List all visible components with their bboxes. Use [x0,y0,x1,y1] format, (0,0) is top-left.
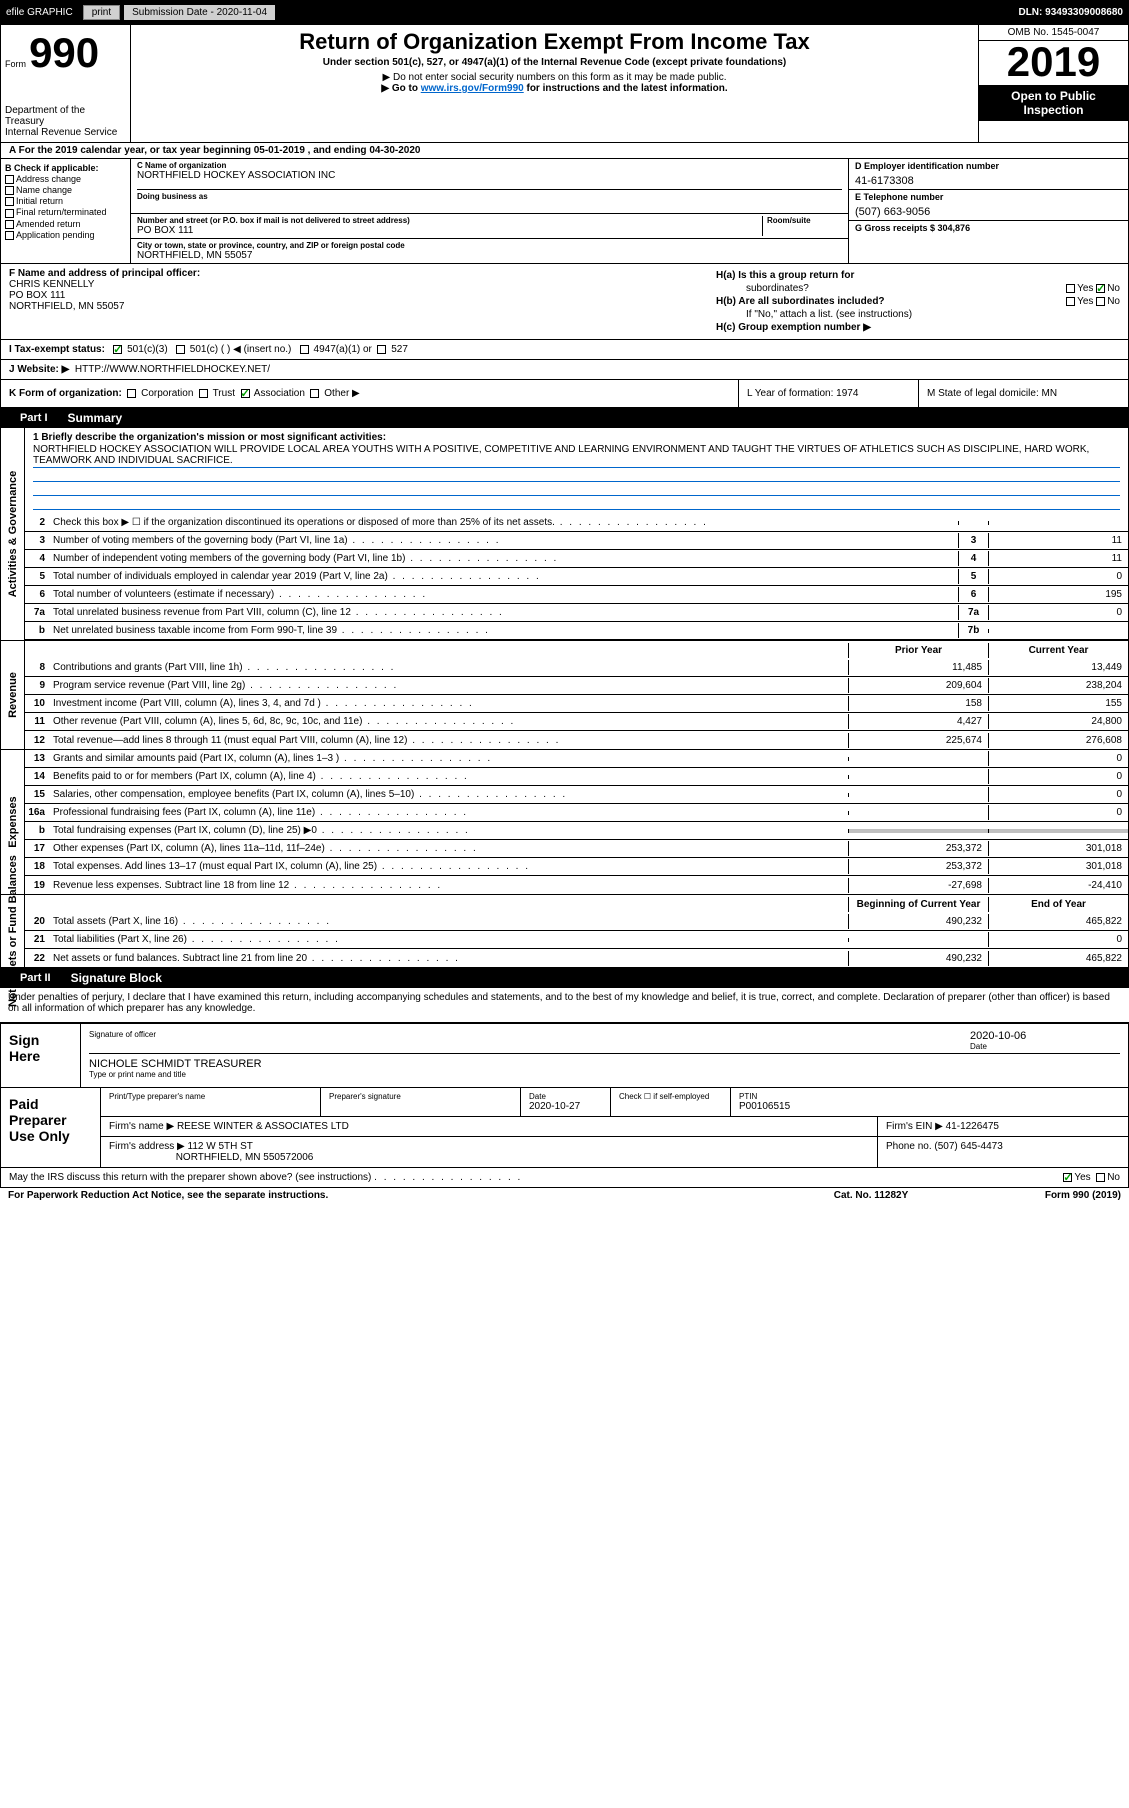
data-line: 10Investment income (Part VIII, column (… [25,695,1128,713]
part-2-header: Part II Signature Block [0,968,1129,988]
data-line: 13Grants and similar amounts paid (Part … [25,750,1128,768]
data-line: 12Total revenue—add lines 8 through 11 (… [25,731,1128,749]
form-note-1: ▶ Do not enter social security numbers o… [141,72,968,83]
website-url: HTTP://WWW.NORTHFIELDHOCKEY.NET/ [75,364,270,375]
efile-label: efile GRAPHIC [0,5,79,20]
data-line: 19Revenue less expenses. Subtract line 1… [25,876,1128,894]
tax-status-row: I Tax-exempt status: 501(c)(3) 501(c) ( … [0,340,1129,360]
form-note-2: ▶ Go to www.irs.gov/Form990 for instruct… [141,83,968,94]
print-button[interactable]: print [83,5,120,20]
gov-line: 7aTotal unrelated business revenue from … [25,604,1128,622]
expenses-section: Expenses 13Grants and similar amounts pa… [0,750,1129,895]
entity-block: B Check if applicable: Address change Na… [0,159,1129,264]
top-bar: efile GRAPHIC print Submission Date - 20… [0,0,1129,24]
data-line: 9Program service revenue (Part VIII, lin… [25,677,1128,695]
form-header: Form 990 Department of the Treasury Inte… [0,24,1129,143]
preparer-block: Paid Preparer Use Only Print/Type prepar… [0,1088,1129,1168]
signature-intro: Under penalties of perjury, I declare th… [0,988,1129,1018]
gov-line: bNet unrelated business taxable income f… [25,622,1128,640]
col-c: C Name of organization NORTHFIELD HOCKEY… [131,159,848,263]
data-line: 20Total assets (Part X, line 16)490,2324… [25,913,1128,931]
data-line: 16aProfessional fundraising fees (Part I… [25,804,1128,822]
form-subtitle: Under section 501(c), 527, or 4947(a)(1)… [141,57,968,68]
gross-receipts: G Gross receipts $ 304,876 [855,223,1122,233]
netassets-section: Net Assets or Fund Balances Beginning of… [0,895,1129,968]
year-formation: L Year of formation: 1974 [738,380,918,407]
revenue-section: Revenue Prior Year Current Year 8Contrib… [0,641,1129,750]
gov-line: 2Check this box ▶ ☐ if the organization … [25,514,1128,532]
form-label: Form [5,59,26,69]
col-right: D Employer identification number 41-6173… [848,159,1128,263]
gov-line: 4Number of independent voting members of… [25,550,1128,568]
data-line: 14Benefits paid to or for members (Part … [25,768,1128,786]
line-a: A For the 2019 calendar year, or tax yea… [0,143,1129,159]
data-line: 8Contributions and grants (Part VIII, li… [25,659,1128,677]
telephone: (507) 663-9056 [855,206,1122,218]
gov-line: 6Total number of volunteers (estimate if… [25,586,1128,604]
form-number: 990 [29,29,99,76]
org-name: NORTHFIELD HOCKEY ASSOCIATION INC [137,170,842,181]
gov-line: 5Total number of individuals employed in… [25,568,1128,586]
data-line: 11Other revenue (Part VIII, column (A), … [25,713,1128,731]
footer: For Paperwork Reduction Act Notice, see … [0,1188,1129,1203]
ptin: P00106515 [739,1101,1120,1112]
discuss-row: May the IRS discuss this return with the… [0,1168,1129,1188]
org-address: PO BOX 111 [137,225,762,236]
data-line: 21Total liabilities (Part X, line 26)0 [25,931,1128,949]
officer-signature-name: NICHOLE SCHMIDT TREASURER [89,1058,1120,1070]
submission-date: Submission Date - 2020-11-04 [124,5,275,20]
firm-name: REESE WINTER & ASSOCIATES LTD [177,1121,349,1132]
signature-block: Sign Here Signature of officer 2020-10-0… [0,1022,1129,1088]
mission-text: NORTHFIELD HOCKEY ASSOCIATION WILL PROVI… [33,443,1120,468]
dln: DLN: 93493309008680 [1012,5,1129,20]
website-row: J Website: ▶ HTTP://WWW.NORTHFIELDHOCKEY… [0,360,1129,380]
data-line: bTotal fundraising expenses (Part IX, co… [25,822,1128,840]
state-domicile: M State of legal domicile: MN [918,380,1128,407]
k-row: K Form of organization: Corporation Trus… [0,380,1129,408]
data-line: 18Total expenses. Add lines 13–17 (must … [25,858,1128,876]
form-title: Return of Organization Exempt From Incom… [141,29,968,55]
governance-section: Activities & Governance 1 Briefly descri… [0,428,1129,641]
ein: 41-6173308 [855,175,1122,187]
irs-link[interactable]: www.irs.gov/Form990 [421,83,524,94]
col-b: B Check if applicable: Address change Na… [1,159,131,263]
data-line: 22Net assets or fund balances. Subtract … [25,949,1128,967]
officer-h-block: F Name and address of principal officer:… [0,264,1129,340]
org-city: NORTHFIELD, MN 55057 [137,250,842,261]
officer-name: CHRIS KENNELLY [9,279,700,290]
tax-year: 2019 [979,41,1128,83]
department: Department of the Treasury Internal Reve… [5,105,126,138]
inspection-label: Open to Public Inspection [979,85,1128,121]
gov-line: 3Number of voting members of the governi… [25,532,1128,550]
data-line: 15Salaries, other compensation, employee… [25,786,1128,804]
part-1-header: Part I Summary [0,408,1129,428]
data-line: 17Other expenses (Part IX, column (A), l… [25,840,1128,858]
